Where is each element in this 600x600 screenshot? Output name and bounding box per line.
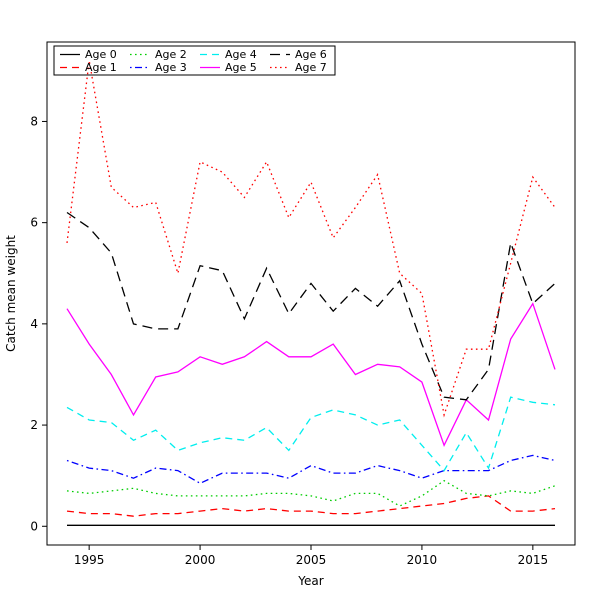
legend-entry-age-7: Age 7 [270, 61, 327, 74]
legend-label: Age 6 [295, 48, 327, 61]
legend-label: Age 4 [225, 48, 257, 61]
y-tick-label: 2 [30, 418, 38, 432]
series-age-2 [66, 479, 556, 507]
legend-label: Age 1 [85, 61, 117, 74]
y-tick-label: 6 [30, 216, 38, 230]
y-tick-label: 0 [30, 519, 38, 533]
legend-entry-age-2: Age 2 [130, 48, 187, 61]
x-tick-label: 2005 [296, 553, 327, 567]
x-tick-label: 2010 [407, 553, 438, 567]
series-age-4 [66, 396, 556, 472]
plot-frame [46, 41, 576, 546]
x-tick-label: 1995 [74, 553, 105, 567]
y-axis-label: Catch mean weight [4, 235, 18, 352]
legend-entry-age-5: Age 5 [200, 61, 257, 74]
legend-label: Age 3 [155, 61, 187, 74]
legend-entry-age-6: Age 6 [270, 48, 327, 61]
series-age-5 [66, 302, 556, 447]
series-age-1 [66, 495, 556, 517]
x-axis-label: Year [297, 574, 323, 588]
legend-entry-age-0: Age 0 [60, 48, 117, 61]
legend-label: Age 5 [225, 61, 257, 74]
series-age-6 [66, 211, 556, 401]
legend-label: Age 7 [295, 61, 327, 74]
y-tick-label: 8 [30, 114, 38, 128]
x-tick-label: 2015 [518, 553, 549, 567]
legend-entry-age-3: Age 3 [130, 61, 187, 74]
legend-entry-age-1: Age 1 [60, 61, 117, 74]
y-tick-label: 4 [30, 317, 38, 331]
x-tick-label: 2000 [185, 553, 216, 567]
series-age-7 [66, 60, 556, 418]
legend-label: Age 2 [155, 48, 187, 61]
series-age-3 [66, 454, 556, 485]
legend-box [53, 45, 336, 76]
legend-entry-age-4: Age 4 [200, 48, 257, 61]
legend-label: Age 0 [85, 48, 117, 61]
